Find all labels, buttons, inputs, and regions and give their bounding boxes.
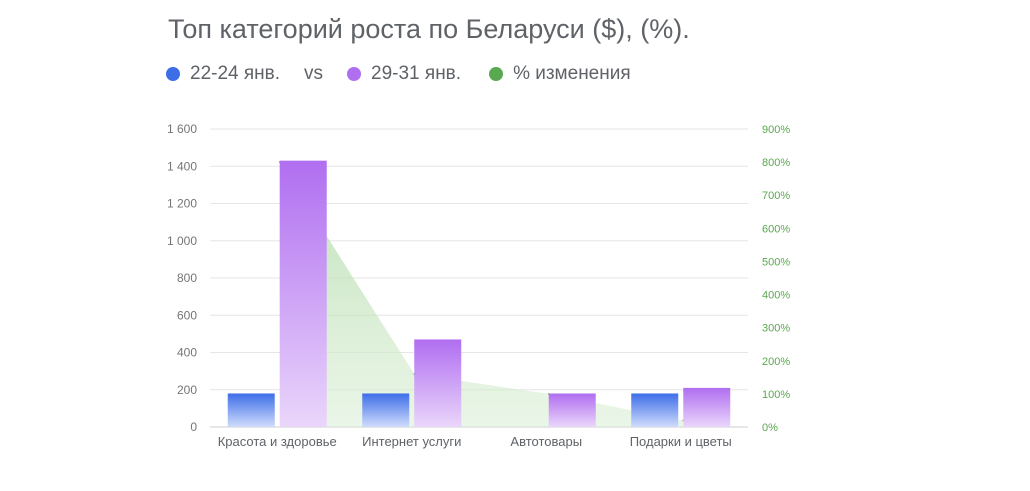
- y-right-tick-label: 700%: [762, 190, 790, 202]
- y-left-tick-label: 800: [177, 271, 197, 285]
- y-left-tick-label: 1 600: [167, 122, 197, 136]
- y-right-tick-label: 800%: [762, 157, 790, 169]
- bar-series-a: [362, 393, 410, 427]
- legend-label-series-a: 22-24 янв.: [190, 63, 281, 84]
- bar-series-b: [414, 339, 462, 427]
- legend-item-series-c: % изменения: [489, 63, 631, 85]
- bar-series-a: [631, 393, 679, 427]
- change-area: [279, 162, 684, 427]
- legend-dot-series-c: [489, 67, 504, 81]
- bar-series-b: [279, 160, 327, 427]
- legend-item-series-a: 22-24 янв.: [166, 63, 280, 85]
- y-left-tick-label: 400: [177, 346, 197, 360]
- legend-label-series-c: % изменения: [513, 63, 631, 84]
- bar-series-b: [683, 387, 731, 427]
- y-right-tick-label: 600%: [762, 223, 790, 235]
- chart-title: Топ категорий роста по Беларуси ($), (%)…: [168, 14, 690, 44]
- y-left-tick-label: 1 200: [167, 197, 197, 211]
- y-right-tick-label: 900%: [762, 124, 790, 136]
- x-category-label: Подарки и цветы: [630, 434, 732, 449]
- y-right-tick-label: 200%: [762, 356, 790, 368]
- axis-layer: 0 200 400 600 800 1 000 1 200 1 400 1 600 0% 100% 2…: [167, 122, 790, 449]
- bar-series-b: [548, 393, 596, 427]
- legend: 22-24 янв. vs 29-31 янв. % изменения: [166, 63, 631, 85]
- bar-layer: [227, 160, 731, 427]
- y-left-tick-label: 1 400: [167, 159, 197, 173]
- y-right-tick-label: 100%: [762, 389, 790, 401]
- x-category-label: Интернет услуги: [362, 434, 461, 449]
- legend-dot-series-b: [347, 67, 362, 81]
- y-right-tick-label: 300%: [762, 323, 790, 335]
- y-left-tick-label: 1 000: [167, 234, 197, 248]
- y-left-tick-label: 600: [177, 308, 197, 322]
- y-right-tick-label: 0%: [762, 422, 778, 434]
- x-category-label: Автотовары: [510, 434, 582, 449]
- y-right-tick-label: 400%: [762, 290, 790, 302]
- legend-dot-series-a: [166, 67, 180, 81]
- legend-item-series-b: 29-31 янв.: [347, 63, 461, 85]
- y-right-tick-label: 500%: [762, 256, 790, 268]
- legend-label-series-b: 29-31 янв.: [371, 63, 462, 84]
- bar-series-a: [227, 393, 275, 427]
- y-left-tick-label: 200: [177, 383, 197, 397]
- change-area-layer: [278, 161, 685, 427]
- y-left-tick-label: 0: [190, 420, 197, 434]
- legend-vs: vs: [304, 63, 324, 84]
- x-category-label: Красота и здоровье: [218, 434, 337, 449]
